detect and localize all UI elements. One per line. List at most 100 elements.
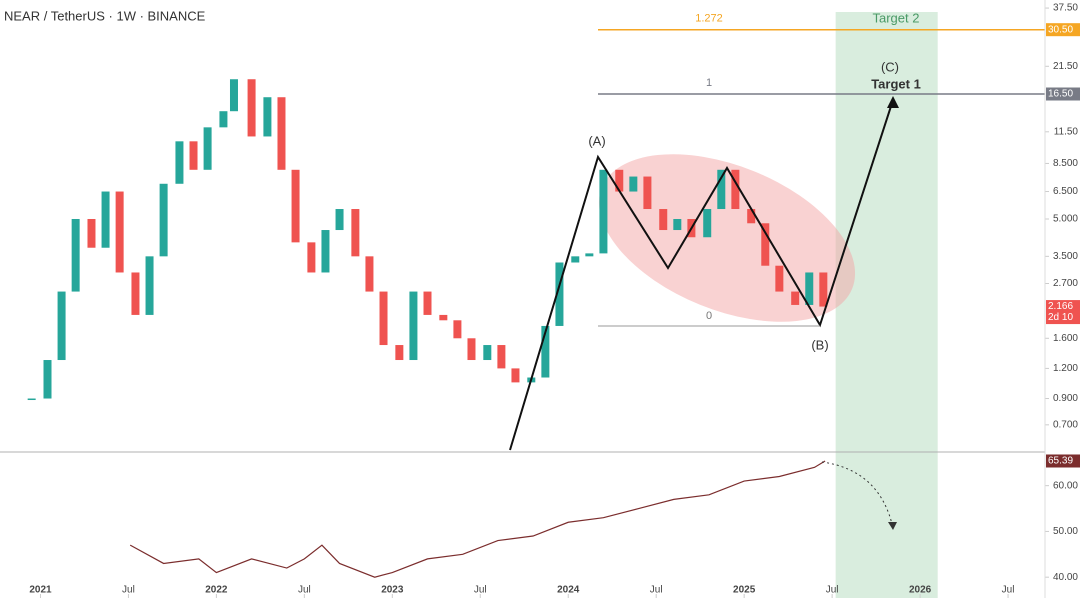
projection-arrow — [821, 461, 894, 529]
target-1: Target 1 — [871, 76, 921, 91]
target-zone — [835, 12, 938, 598]
candle — [467, 338, 476, 361]
candle — [71, 218, 80, 292]
x-tick-label: Jul — [1002, 585, 1015, 596]
y-tick-label: 6.500 — [1053, 186, 1078, 197]
x-tick-label: 2026 — [909, 585, 932, 596]
candle — [483, 345, 492, 361]
indicator-tick-label: 40.00 — [1053, 572, 1078, 583]
arrow-head — [887, 96, 899, 108]
candle — [819, 272, 828, 307]
candle — [659, 209, 668, 231]
y-tick-label: 8.500 — [1053, 158, 1078, 169]
price-tag — [1046, 87, 1080, 101]
candle — [555, 262, 564, 326]
label-a: (A) — [588, 133, 605, 148]
candle — [247, 79, 256, 137]
price-tag-label: 30.50 — [1048, 24, 1073, 35]
candle — [643, 176, 652, 210]
candle — [335, 209, 344, 231]
candle — [585, 253, 594, 257]
candle — [57, 291, 66, 361]
candle — [291, 169, 300, 243]
candle — [277, 97, 286, 170]
candle — [497, 345, 506, 369]
candle — [189, 141, 198, 170]
y-tick-label: 1.200 — [1053, 363, 1078, 374]
candle — [395, 345, 404, 361]
x-tick-label: 2025 — [733, 585, 756, 596]
candle — [571, 256, 580, 263]
countdown-label: 2d 10 — [1048, 312, 1073, 323]
candle — [673, 218, 682, 231]
candle — [791, 291, 800, 305]
fib-level-label: 1 — [706, 77, 712, 89]
candle — [511, 368, 520, 383]
candle — [87, 218, 96, 248]
y-tick-label: 11.50 — [1054, 126, 1079, 137]
candle — [453, 320, 462, 339]
candle — [423, 291, 432, 315]
x-tick-label: 2023 — [381, 585, 404, 596]
candle — [439, 314, 448, 321]
candle — [805, 272, 814, 305]
x-tick-label: 2024 — [557, 585, 580, 596]
candle — [115, 191, 124, 273]
y-tick-label: 0.700 — [1053, 419, 1078, 430]
candle — [175, 141, 184, 184]
price-tag-label: 16.50 — [1048, 89, 1073, 100]
y-tick-label: 37.50 — [1053, 3, 1078, 14]
candle — [43, 360, 52, 399]
candle — [145, 256, 154, 315]
candle — [629, 176, 638, 192]
candle — [717, 169, 726, 210]
candle — [761, 223, 770, 266]
candle — [159, 183, 168, 257]
candle — [27, 398, 36, 401]
candle — [615, 169, 624, 192]
candle — [365, 256, 374, 292]
candle — [321, 230, 330, 273]
y-tick-label: 5.000 — [1053, 214, 1078, 225]
indicator-tick-label: 60.00 — [1053, 480, 1078, 491]
candle — [409, 291, 418, 361]
x-tick-label: Jul — [298, 585, 311, 596]
y-tick-label: 1.600 — [1053, 333, 1078, 344]
label-c: (C) — [881, 59, 899, 74]
x-tick-label: Jul — [122, 585, 135, 596]
candle — [219, 111, 228, 128]
label-b: (B) — [811, 337, 828, 352]
x-tick-label: 2022 — [205, 585, 228, 596]
pattern-ellipse — [598, 154, 856, 322]
candle — [229, 79, 238, 112]
candle — [131, 272, 140, 315]
candle — [747, 209, 756, 224]
y-tick-label: 2.700 — [1053, 278, 1078, 289]
candle — [263, 97, 272, 137]
candle — [203, 127, 212, 170]
candle — [599, 169, 608, 254]
x-tick-label: 2021 — [29, 585, 52, 596]
candle — [351, 209, 360, 257]
candle — [731, 169, 740, 210]
price-tag — [1046, 300, 1080, 325]
candle — [703, 209, 712, 238]
candle — [775, 265, 784, 292]
candle — [379, 291, 388, 346]
target-2: Target 2 — [873, 10, 920, 25]
wave-lines — [509, 99, 894, 451]
candle — [541, 325, 550, 378]
price-tag-label: 2.166 — [1048, 301, 1073, 312]
x-tick-label: Jul — [474, 585, 487, 596]
candle — [101, 191, 110, 248]
y-tick-label: 0.900 — [1053, 393, 1078, 404]
y-tick-label: 3.500 — [1053, 251, 1078, 262]
fib-zero-label: 0 — [706, 310, 712, 322]
x-tick-label: Jul — [826, 585, 839, 596]
price-tag — [1046, 23, 1080, 37]
indicator-line — [129, 460, 826, 578]
candle — [307, 242, 316, 273]
title: NEAR / TetherUS · 1W · BINANCE — [4, 8, 206, 23]
x-tick-label: Jul — [650, 585, 663, 596]
